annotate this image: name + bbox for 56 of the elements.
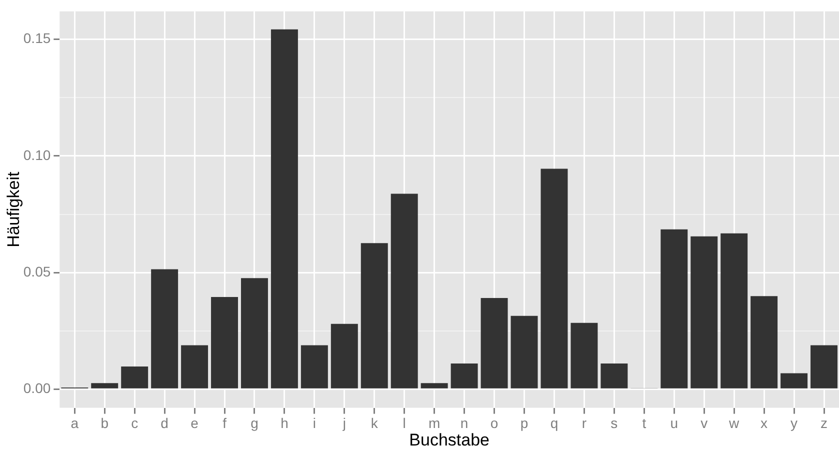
bar [330, 324, 358, 388]
bar [241, 278, 268, 388]
x-tick-label: m [428, 415, 440, 432]
x-tick-label: s [610, 415, 618, 432]
x-tick-label: z [820, 415, 828, 432]
x-tick-label: g [250, 415, 258, 432]
x-tick-label: x [760, 415, 768, 432]
x-tick-label: o [490, 415, 498, 432]
x-tick-label: n [460, 415, 468, 432]
y-tick-label: 0.05 [23, 263, 51, 280]
x-tick-label: f [222, 415, 227, 432]
bar [390, 194, 418, 388]
bar [780, 373, 808, 388]
bar [360, 243, 388, 388]
y-tick-label: 0.10 [23, 146, 51, 163]
bar [151, 269, 178, 388]
x-tick-label: w [728, 415, 740, 432]
bar [450, 363, 478, 388]
y-tick-label: 0.00 [23, 380, 51, 396]
x-tick-label: u [670, 415, 678, 432]
x-tick-label: v [700, 415, 708, 432]
bar [750, 296, 778, 388]
y-tick-label: 0.15 [23, 30, 51, 46]
bar [211, 297, 238, 388]
bar [181, 345, 208, 388]
x-tick-label: k [370, 415, 379, 432]
bar [121, 366, 148, 388]
bar [600, 363, 628, 388]
bar [720, 233, 748, 388]
y-axis-title: Häufigkeit [4, 172, 23, 248]
bar [540, 168, 568, 388]
bar [510, 316, 538, 388]
x-tick-label: e [190, 415, 199, 432]
bar [570, 322, 598, 388]
x-tick-label: b [100, 415, 109, 432]
x-tick-label: l [402, 415, 406, 432]
x-tick-label: d [160, 415, 168, 432]
x-tick-label: a [70, 415, 79, 432]
x-tick-label: c [131, 415, 138, 432]
x-tick-label: h [280, 415, 288, 432]
bar [480, 298, 508, 388]
bar [91, 383, 118, 388]
x-tick-label: q [550, 415, 558, 432]
x-tick-label: j [342, 415, 346, 432]
x-tick-label: i [312, 415, 316, 432]
x-tick-label: r [582, 415, 587, 432]
bar [810, 345, 838, 388]
bar [420, 383, 448, 388]
x-tick-label: y [790, 415, 798, 432]
x-axis-title: Buchstabe [409, 430, 490, 450]
bar [660, 229, 688, 388]
x-tick-label: p [520, 415, 528, 432]
bar [690, 236, 718, 388]
bar [300, 345, 328, 388]
x-tick-label: t [642, 415, 646, 432]
bar [270, 29, 298, 388]
